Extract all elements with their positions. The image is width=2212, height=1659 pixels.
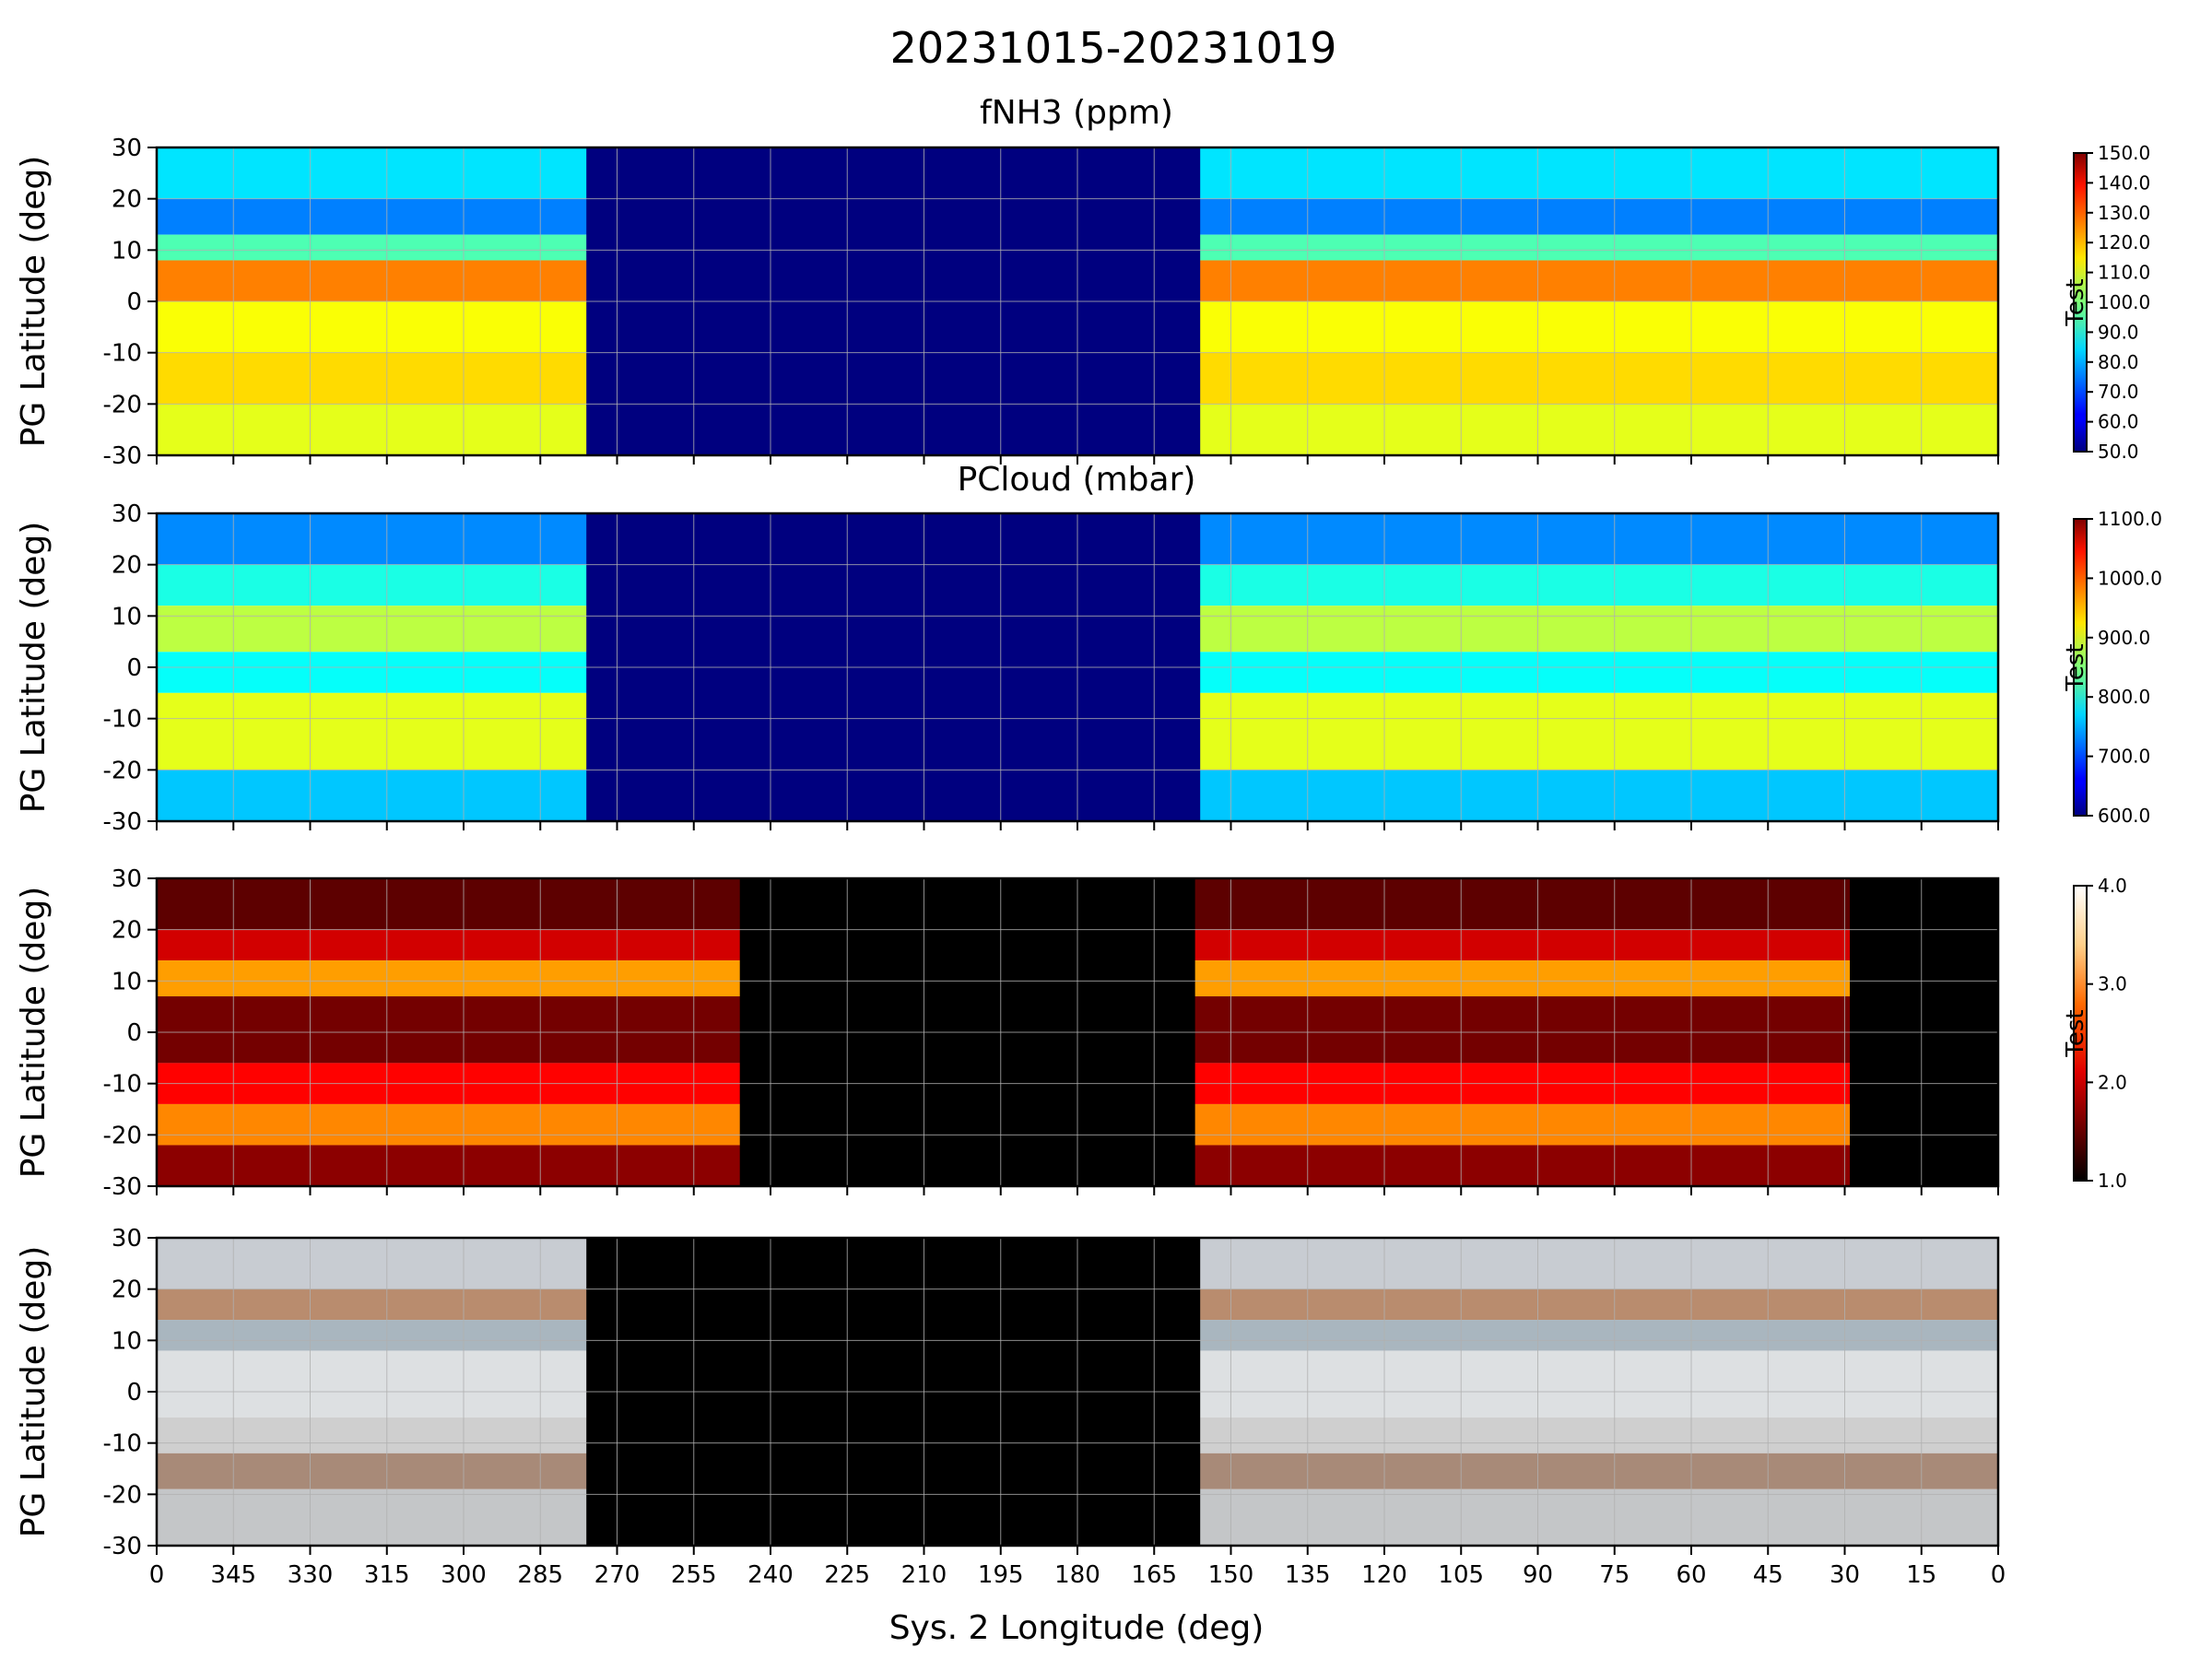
colorbar-tick-label: 800.0 bbox=[2098, 686, 2150, 708]
y-tick-label: -20 bbox=[103, 757, 142, 784]
y-tick-label: 20 bbox=[112, 186, 142, 214]
y-axis-label: PG Latitude (deg) bbox=[15, 522, 53, 814]
y-tick-label: -20 bbox=[103, 1481, 142, 1509]
x-axis-label: Sys. 2 Longitude (deg) bbox=[889, 1609, 1265, 1647]
y-tick-label: 20 bbox=[112, 552, 142, 580]
y-axis-label: PG Latitude (deg) bbox=[15, 1246, 53, 1538]
x-tick-label: 315 bbox=[364, 1561, 410, 1589]
y-tick-label: -20 bbox=[103, 1122, 142, 1149]
colorbar-tick-label: 70.0 bbox=[2098, 381, 2139, 403]
colorbar-tick-label: 110.0 bbox=[2098, 262, 2150, 284]
x-tick-label: 285 bbox=[517, 1561, 563, 1589]
y-tick-label: 30 bbox=[112, 135, 142, 162]
y-axis-label: PG Latitude (deg) bbox=[15, 887, 53, 1179]
colorbar-tick-label: 900.0 bbox=[2098, 627, 2150, 649]
x-tick-label: 270 bbox=[594, 1561, 641, 1589]
x-tick-label: 15 bbox=[1906, 1561, 1936, 1589]
y-tick-label: 10 bbox=[112, 603, 142, 630]
x-tick-label: 150 bbox=[1208, 1561, 1254, 1589]
x-tick-label: 180 bbox=[1054, 1561, 1100, 1589]
x-tick-label: 135 bbox=[1285, 1561, 1331, 1589]
y-tick-label: 20 bbox=[112, 917, 142, 945]
panel-3: 30 20 10 0 -10 -20 -30 PG Latitude (deg) 4.0 3.0 2… bbox=[15, 865, 2127, 1201]
x-tick-label: 165 bbox=[1131, 1561, 1177, 1589]
panel-title-fnh3: fNH3 (ppm) bbox=[980, 94, 1173, 132]
x-tick-label: 210 bbox=[901, 1561, 947, 1589]
colorbar bbox=[2073, 518, 2088, 817]
y-tick-label: -10 bbox=[103, 706, 142, 734]
y-tick-label: 10 bbox=[112, 968, 142, 995]
y-tick-label: -30 bbox=[103, 808, 142, 836]
x-tick-label: 30 bbox=[1830, 1561, 1860, 1589]
colorbar-tick-label: 90.0 bbox=[2098, 321, 2139, 343]
x-tick-label: 225 bbox=[824, 1561, 870, 1589]
x-tick-label: 0 bbox=[149, 1561, 165, 1589]
colorbar-tick-label: 150.0 bbox=[2098, 142, 2150, 164]
y-tick-label: -10 bbox=[103, 1071, 142, 1099]
x-tick-label: 90 bbox=[1523, 1561, 1553, 1589]
colorbar-label: Test bbox=[2062, 278, 2089, 326]
y-tick-label: -20 bbox=[103, 391, 142, 418]
colorbar-label: Test bbox=[2062, 643, 2089, 691]
y-tick-label: 30 bbox=[112, 865, 142, 893]
y-tick-label: 20 bbox=[112, 1277, 142, 1304]
colorbar-tick-label: 1000.0 bbox=[2098, 567, 2162, 589]
x-tick-label: 240 bbox=[747, 1561, 794, 1589]
colorbar-tick-label: 700.0 bbox=[2098, 746, 2150, 768]
y-tick-label: -30 bbox=[103, 1533, 142, 1560]
y-tick-label: 10 bbox=[112, 237, 142, 265]
panel-1: 30 20 10 0 -10 -20 -30 PG Latitude (deg) 150.0 14… bbox=[15, 135, 2150, 470]
x-tick-label: 120 bbox=[1361, 1561, 1407, 1589]
panel-2: 30 20 10 0 -10 -20 -30 PG Latitude (deg) 1100.0 1… bbox=[15, 500, 2162, 836]
x-tick-label: 45 bbox=[1753, 1561, 1783, 1589]
x-tick-label: 0 bbox=[1991, 1561, 2006, 1589]
colorbar-tick-label: 120.0 bbox=[2098, 231, 2150, 253]
panel-4: 30 20 10 0 -10 -20 -30 PG Latitude (deg) 0 345 330… bbox=[15, 1225, 2006, 1589]
colorbar-tick-label: 1.0 bbox=[2098, 1170, 2127, 1192]
y-tick-label: 30 bbox=[112, 1225, 142, 1253]
y-tick-label: -30 bbox=[103, 1173, 142, 1201]
colorbar-label: Test bbox=[2062, 1009, 2089, 1057]
colorbar-tick-label: 100.0 bbox=[2098, 291, 2150, 313]
y-tick-label: 10 bbox=[112, 1327, 142, 1355]
colorbar-tick-label: 600.0 bbox=[2098, 805, 2150, 827]
figure-title: 20231015-20231019 bbox=[890, 23, 1337, 73]
x-tick-label: 60 bbox=[1676, 1561, 1706, 1589]
colorbar-tick-label: 140.0 bbox=[2098, 171, 2150, 194]
x-tick-label: 330 bbox=[288, 1561, 334, 1589]
x-tick-label: 105 bbox=[1438, 1561, 1484, 1589]
x-tick-label: 255 bbox=[671, 1561, 717, 1589]
colorbar-tick-label: 1100.0 bbox=[2098, 508, 2162, 530]
colorbar-tick-label: 3.0 bbox=[2098, 973, 2127, 995]
x-tick-label: 300 bbox=[441, 1561, 487, 1589]
x-tick-label: 195 bbox=[978, 1561, 1024, 1589]
colorbar-tick-label: 80.0 bbox=[2098, 351, 2139, 373]
y-tick-label: 0 bbox=[126, 288, 142, 316]
y-tick-label: 0 bbox=[126, 1019, 142, 1047]
y-axis-label: PG Latitude (deg) bbox=[15, 156, 53, 448]
x-tick-label: 345 bbox=[210, 1561, 256, 1589]
y-tick-label: -10 bbox=[103, 340, 142, 368]
y-tick-label: 0 bbox=[126, 1379, 142, 1406]
x-tick-label: 75 bbox=[1599, 1561, 1630, 1589]
y-tick-label: 0 bbox=[126, 654, 142, 682]
colorbar-tick-label: 2.0 bbox=[2098, 1071, 2127, 1093]
panel-title-pcloud: PCloud (mbar) bbox=[958, 461, 1196, 499]
y-tick-label: -10 bbox=[103, 1430, 142, 1458]
colorbar bbox=[2073, 885, 2088, 1182]
colorbar-tick-label: 130.0 bbox=[2098, 202, 2150, 224]
colorbar-tick-label: 50.0 bbox=[2098, 441, 2139, 463]
y-tick-label: 30 bbox=[112, 500, 142, 528]
y-tick-label: -30 bbox=[103, 442, 142, 470]
colorbar-tick-label: 4.0 bbox=[2098, 875, 2127, 897]
colorbar-tick-label: 60.0 bbox=[2098, 411, 2139, 433]
